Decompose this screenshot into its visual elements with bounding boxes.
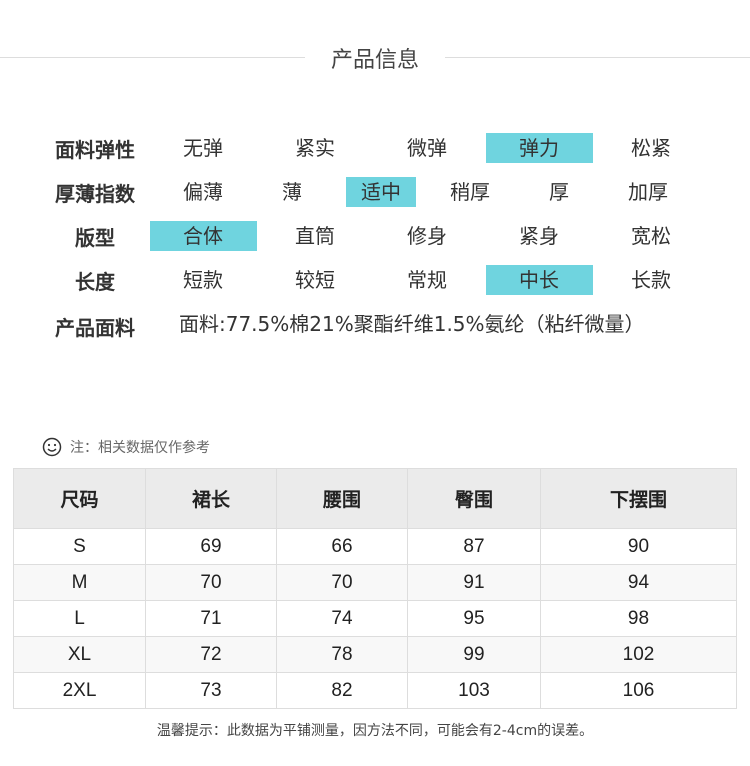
table-cell: 74 bbox=[276, 600, 408, 637]
table-cell: 66 bbox=[276, 528, 408, 565]
table-row: XL 72 78 99 102 bbox=[13, 636, 737, 673]
attribute-option: 厚 bbox=[549, 180, 569, 204]
attribute-option: 薄 bbox=[282, 180, 302, 204]
footer-note: 温馨提示：此数据为平铺测量，因方法不同，可能会有2-4cm的误差。 bbox=[156, 723, 594, 739]
attribute-option: 微弹 bbox=[407, 136, 447, 160]
attribute-option: 中长 bbox=[485, 265, 593, 295]
attribute-option: 修身 bbox=[407, 224, 447, 248]
table-cell: 95 bbox=[407, 600, 541, 637]
table-cell: L bbox=[13, 600, 146, 637]
table-row: M 70 70 91 94 bbox=[13, 564, 737, 601]
table-cell: 106 bbox=[540, 672, 737, 709]
attribute-label: 厚薄指数 bbox=[55, 182, 135, 206]
table-cell: 99 bbox=[407, 636, 541, 673]
table-cell: XL bbox=[13, 636, 146, 673]
note-text: 注：相关数据仅作参考 bbox=[70, 440, 210, 456]
attribute-option: 适中 bbox=[346, 177, 416, 207]
table-cell: 73 bbox=[145, 672, 277, 709]
fabric-label: 产品面料 bbox=[55, 316, 135, 340]
divider bbox=[0, 57, 305, 58]
attribute-label: 长度 bbox=[75, 270, 115, 294]
table-cell: S bbox=[13, 528, 146, 565]
column-header: 下摆围 bbox=[540, 468, 737, 529]
attribute-option: 短款 bbox=[183, 268, 223, 292]
attribute-option: 紧实 bbox=[295, 136, 335, 160]
table-cell: 90 bbox=[540, 528, 737, 565]
note: 注：相关数据仅作参考 bbox=[42, 437, 210, 457]
attribute-option: 弹力 bbox=[485, 133, 593, 163]
divider bbox=[445, 57, 750, 58]
column-header: 臀围 bbox=[407, 468, 541, 529]
table-cell: 82 bbox=[276, 672, 408, 709]
table-cell: 102 bbox=[540, 636, 737, 673]
smiley-icon bbox=[42, 437, 62, 457]
table-cell: 2XL bbox=[13, 672, 146, 709]
attribute-option: 常规 bbox=[407, 268, 447, 292]
attribute-option: 长款 bbox=[631, 268, 671, 292]
column-header: 腰围 bbox=[276, 468, 408, 529]
attribute-option: 稍厚 bbox=[450, 180, 490, 204]
attribute-option: 无弹 bbox=[183, 136, 223, 160]
table-cell: 69 bbox=[145, 528, 277, 565]
column-header: 裙长 bbox=[145, 468, 277, 529]
table-row: 2XL 73 82 103 106 bbox=[13, 672, 737, 709]
attribute-option: 紧身 bbox=[519, 224, 559, 248]
attribute-option: 偏薄 bbox=[183, 180, 223, 204]
table-cell: 78 bbox=[276, 636, 408, 673]
table-cell: 91 bbox=[407, 564, 541, 601]
table-cell: 71 bbox=[145, 600, 277, 637]
table-row: L 71 74 95 98 bbox=[13, 600, 737, 637]
table-cell: 87 bbox=[407, 528, 541, 565]
table-cell: 70 bbox=[145, 564, 277, 601]
table-cell: 98 bbox=[540, 600, 737, 637]
table-cell: 70 bbox=[276, 564, 408, 601]
fabric-value: 面料:77.5%棉21%聚酯纤维1.5%氨纶（粘纤微量） bbox=[179, 312, 645, 336]
attribute-option: 合体 bbox=[149, 221, 257, 251]
table-cell: 72 bbox=[145, 636, 277, 673]
table-cell: 103 bbox=[407, 672, 541, 709]
attribute-label: 版型 bbox=[75, 226, 115, 250]
attribute-label: 面料弹性 bbox=[55, 138, 135, 162]
column-header: 尺码 bbox=[13, 468, 146, 529]
attribute-option: 较短 bbox=[295, 268, 335, 292]
attribute-option: 直筒 bbox=[295, 224, 335, 248]
table-cell: M bbox=[13, 564, 146, 601]
section-title: 产品信息 bbox=[330, 48, 419, 73]
table-cell: 94 bbox=[540, 564, 737, 601]
table-row: S 69 66 87 90 bbox=[13, 528, 737, 565]
attribute-option: 宽松 bbox=[631, 224, 671, 248]
size-table: 尺码 裙长 腰围 臀围 下摆围 S 69 66 87 90 M 70 70 91 94 L 71 74 95 98 XL… bbox=[13, 468, 737, 709]
attribute-option: 加厚 bbox=[628, 180, 668, 204]
attribute-option: 松紧 bbox=[631, 136, 671, 160]
